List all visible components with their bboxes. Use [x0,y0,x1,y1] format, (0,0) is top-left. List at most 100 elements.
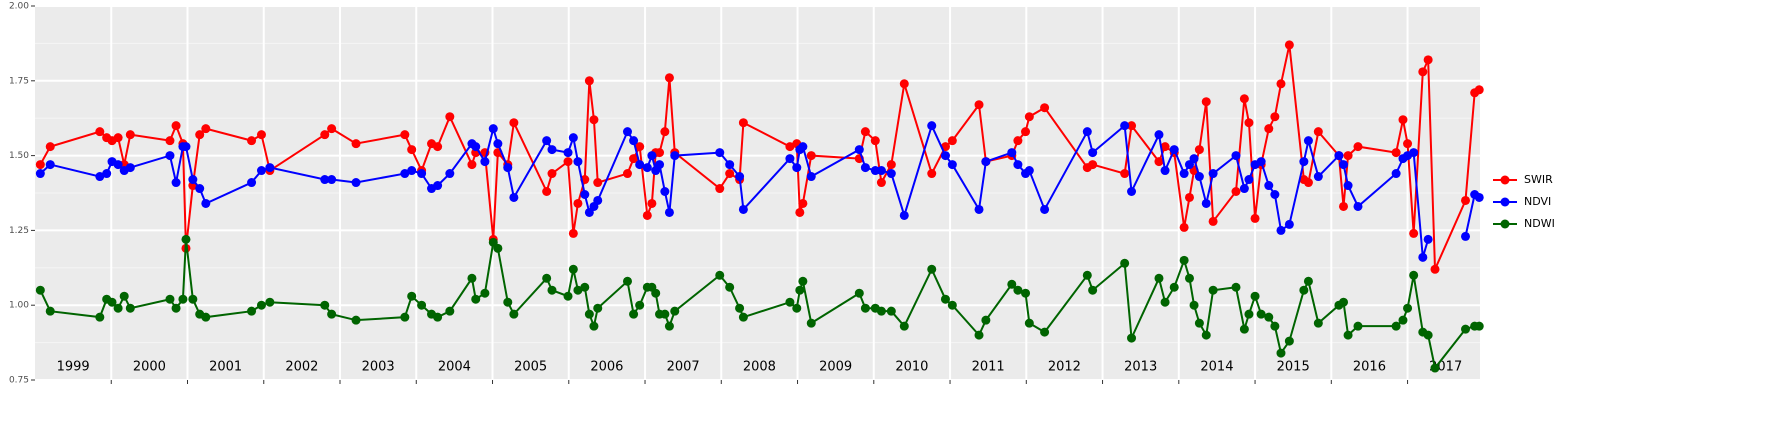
point [1299,157,1309,167]
point [798,276,808,286]
point [1474,321,1484,331]
point [870,136,880,146]
point [593,178,603,188]
point [660,309,670,319]
point [1313,172,1323,182]
point [651,288,661,298]
point [320,175,330,185]
point [320,300,330,310]
point [1461,324,1471,334]
year-label: 2010 [895,360,928,375]
y-tick-label: 1.25 [9,226,29,236]
point [45,306,55,316]
point [647,151,657,161]
point [563,148,573,158]
point [1303,136,1313,146]
point [256,130,266,140]
point [1120,121,1130,131]
point [503,163,513,173]
point [940,151,950,161]
point [181,142,191,152]
point [1353,142,1363,152]
point [95,127,105,137]
point [1391,148,1401,158]
point [593,303,603,313]
point [265,297,275,307]
point [974,330,984,340]
point [433,312,443,322]
point [471,142,481,152]
point [1194,318,1204,328]
year-label: 2004 [438,360,471,375]
point [195,184,205,194]
legend-label: NDVI [1524,195,1551,208]
point [1391,321,1401,331]
point [1284,219,1294,229]
point [584,309,594,319]
point [1194,145,1204,155]
point [927,121,937,131]
point [785,297,795,307]
point [1423,55,1433,65]
point [407,145,417,155]
point [1474,85,1484,95]
y-tick-label: 1.75 [9,76,29,86]
point [670,306,680,316]
point [542,136,552,146]
point [493,139,503,149]
point [327,124,337,134]
point [725,169,735,179]
point [1231,151,1241,161]
point [792,303,802,313]
point [1040,103,1050,113]
point [664,73,674,83]
y-tick-label: 0.75 [9,376,29,386]
point [1264,124,1274,134]
point [119,291,129,301]
year-label: 2001 [209,360,242,375]
point [642,210,652,220]
point [1154,273,1164,283]
point [45,142,55,152]
point [1013,136,1023,146]
point [417,300,427,310]
point [188,294,198,304]
point [400,130,410,140]
point [647,198,657,208]
point [1082,127,1092,137]
point [1024,112,1034,122]
point [568,133,578,143]
point [542,187,552,197]
point [1040,204,1050,214]
point [547,285,557,295]
point [1244,118,1254,128]
point [629,136,639,146]
year-label: 2006 [590,360,623,375]
point [1423,330,1433,340]
point [927,169,937,179]
point [1339,297,1349,307]
point [1403,139,1413,149]
point [899,321,909,331]
point [1208,169,1218,179]
point [635,142,645,152]
point [445,169,455,179]
point [660,127,670,137]
point [725,160,735,170]
point [509,192,519,202]
point [1250,291,1260,301]
point [171,303,181,313]
y-tick-label: 1.50 [9,151,29,161]
point [1239,324,1249,334]
point [1007,148,1017,158]
point [113,133,123,143]
point [1398,315,1408,325]
year-label: 2011 [972,360,1005,375]
year-label: 2007 [667,360,700,375]
point [573,285,583,295]
point [738,312,748,322]
point [433,142,443,152]
point [171,178,181,188]
point [1160,166,1170,176]
point [1284,336,1294,346]
